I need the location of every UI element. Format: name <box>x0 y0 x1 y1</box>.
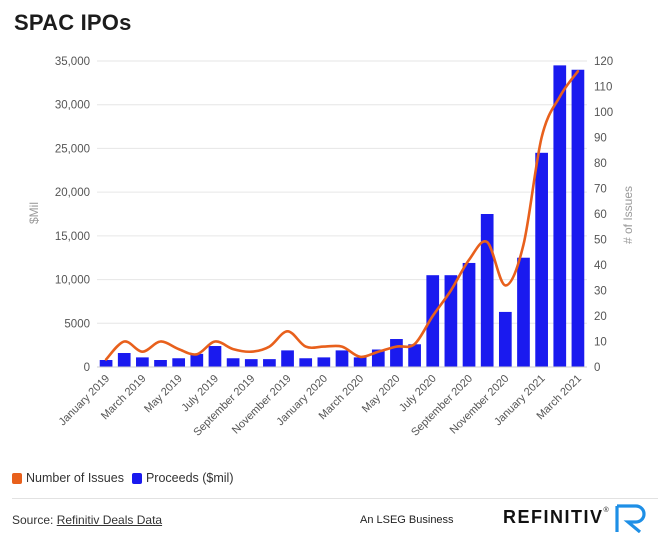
proceeds-bars <box>99 65 585 367</box>
source-link[interactable]: Refinitiv Deals Data <box>56 513 163 527</box>
y-tick-left: 30,000 <box>55 100 90 112</box>
y-tick-right: 110 <box>594 82 612 94</box>
brand-registered-mark: ® <box>603 507 609 514</box>
chart-title: SPAC IPOs <box>14 10 132 35</box>
y-tick-left: 10,000 <box>55 275 90 287</box>
legend-item-proceeds[interactable]: Proceeds ($mil) <box>131 471 234 485</box>
y-tick-right: 80 <box>594 158 607 170</box>
proceeds-bar[interactable] <box>136 357 149 367</box>
left-axis-label: $Mil <box>27 202 41 224</box>
y-tick-right: 100 <box>594 107 613 119</box>
source-line: Source: Refinitiv Deals Data <box>12 513 162 527</box>
y-tick-left: 35,000 <box>55 56 90 68</box>
proceeds-bar[interactable] <box>444 275 458 367</box>
proceeds-bar[interactable] <box>571 69 585 367</box>
proceeds-bar[interactable] <box>317 357 331 367</box>
proceeds-bar[interactable] <box>208 346 222 367</box>
legend-label-proceeds: Proceeds ($mil) <box>145 471 234 485</box>
legend-swatch-issues <box>12 472 22 484</box>
y-tick-right: 20 <box>594 311 607 323</box>
y-tick-left: 25,000 <box>55 143 90 155</box>
proceeds-bar[interactable] <box>244 359 258 367</box>
proceeds-bar[interactable] <box>99 360 113 367</box>
proceeds-bar[interactable] <box>190 353 204 367</box>
y-tick-right: 10 <box>594 337 607 349</box>
y-tick-right: 30 <box>594 286 607 298</box>
x-tick-label: May 2019 <box>142 373 185 416</box>
proceeds-bar[interactable] <box>117 353 131 367</box>
lseg-tagline: An LSEG Business <box>360 514 454 526</box>
left-axis-ticks: 35,000 30,000 25,000 20,000 15,000 10,000 5000… <box>55 56 90 374</box>
y-tick-right: 0 <box>594 362 600 374</box>
proceeds-bar[interactable] <box>426 275 440 367</box>
proceeds-bar[interactable] <box>154 360 167 367</box>
y-tick-right: 60 <box>594 209 607 221</box>
proceeds-bar[interactable] <box>335 350 349 367</box>
legend-item-issues[interactable]: Number of Issues <box>12 471 124 485</box>
y-tick-left: 20,000 <box>55 187 90 199</box>
number-of-issues-line <box>104 69 580 361</box>
brand-name: REFINITIV <box>503 507 604 527</box>
refinitiv-wordmark: REFINITIV® <box>503 507 609 528</box>
y-tick-left: 0 <box>84 362 90 374</box>
x-tick-label: May 2020 <box>360 373 403 416</box>
spac-chart: 35,00030,00025,00020,00015,00010,0005000… <box>27 56 635 439</box>
legend-swatch-proceeds <box>131 472 142 484</box>
x-tick-label: September 2019 <box>191 373 257 439</box>
chart-gridlines <box>97 60 587 324</box>
proceeds-bar[interactable] <box>390 339 403 367</box>
legend-label-issues: Number of Issues <box>26 471 124 485</box>
proceeds-bar[interactable] <box>480 214 494 367</box>
y-tick-left: 15,000 <box>55 231 90 243</box>
proceeds-bar[interactable] <box>353 357 367 367</box>
y-tick-right: 50 <box>594 235 607 247</box>
source-prefix: Source: <box>12 513 54 527</box>
proceeds-bar[interactable] <box>172 358 186 367</box>
proceeds-bar[interactable] <box>226 358 240 367</box>
x-tick-label: September 2020 <box>409 373 475 439</box>
y-tick-right: 120 <box>594 56 613 68</box>
proceeds-bar[interactable] <box>462 262 476 367</box>
proceeds-bar[interactable] <box>498 311 512 367</box>
proceeds-bar[interactable] <box>408 344 421 367</box>
legend: Number of Issues Proceeds ($mil) <box>12 471 242 485</box>
y-tick-right: 40 <box>594 260 607 272</box>
proceeds-bar[interactable] <box>517 257 530 367</box>
proceeds-bar[interactable] <box>535 152 548 367</box>
y-tick-right: 90 <box>594 133 607 145</box>
proceeds-bar[interactable] <box>263 359 276 367</box>
footer-divider <box>12 498 658 499</box>
proceeds-bar[interactable] <box>281 350 294 367</box>
y-tick-right: 70 <box>594 184 607 196</box>
y-tick-left: 5000 <box>64 318 90 330</box>
proceeds-bar[interactable] <box>553 65 567 367</box>
proceeds-bar[interactable] <box>299 358 313 367</box>
refinitiv-logo-icon <box>615 504 646 533</box>
right-axis-label: # of Issues <box>621 186 635 244</box>
